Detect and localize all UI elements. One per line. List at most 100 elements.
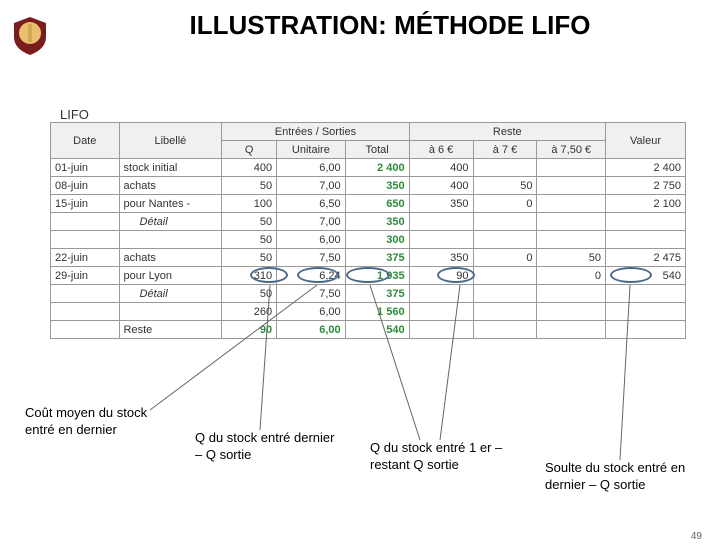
cell: [409, 231, 473, 249]
header-row-1: Date Libellé Entrées / Sorties Reste Val…: [51, 123, 686, 141]
cell: 2 750: [606, 177, 686, 195]
subtitle: LIFO: [60, 107, 89, 122]
cell: 400: [409, 177, 473, 195]
cell: 310: [222, 267, 277, 285]
cell: [473, 213, 537, 231]
cell: 0: [537, 267, 606, 285]
logo: [10, 15, 50, 55]
cell: 100: [222, 195, 277, 213]
table-row: 22-juinachats507,503753500502 475: [51, 249, 686, 267]
cell: Détail: [119, 285, 222, 303]
cell: 2 100: [606, 195, 686, 213]
cell: 7,50: [277, 249, 346, 267]
anno-cout: Coût moyen du stock entré en dernier: [25, 405, 155, 439]
cell: 540: [345, 321, 409, 339]
cell: [473, 285, 537, 303]
cell: 01-juin: [51, 159, 120, 177]
cell: 50: [222, 213, 277, 231]
cell: 400: [409, 159, 473, 177]
lifo-table: Date Libellé Entrées / Sorties Reste Val…: [50, 122, 686, 339]
cell: 2 400: [606, 159, 686, 177]
cell: 300: [345, 231, 409, 249]
cell: 540: [606, 267, 686, 285]
cell: achats: [119, 177, 222, 195]
th-a7: à 7 €: [473, 141, 537, 159]
cell: 50: [537, 249, 606, 267]
cell: 08-juin: [51, 177, 120, 195]
cell: 2 475: [606, 249, 686, 267]
th-a6: à 6 €: [409, 141, 473, 159]
cell: 90: [409, 267, 473, 285]
cell: 350: [345, 177, 409, 195]
cell: 50: [222, 249, 277, 267]
cell: [537, 285, 606, 303]
cell: [51, 285, 120, 303]
cell: [119, 231, 222, 249]
cell: [473, 303, 537, 321]
cell: 0: [473, 249, 537, 267]
cell: 350: [345, 213, 409, 231]
cell: 50: [222, 285, 277, 303]
cell: 350: [409, 249, 473, 267]
cell: 350: [409, 195, 473, 213]
cell: 6,24: [277, 267, 346, 285]
cell: [409, 213, 473, 231]
table-row: 01-juinstock initial4006,002 4004002 400: [51, 159, 686, 177]
cell: [51, 231, 120, 249]
cell: 6,00: [277, 159, 346, 177]
cell: [606, 285, 686, 303]
cell: 400: [222, 159, 277, 177]
cell: [606, 213, 686, 231]
cell: 2 400: [345, 159, 409, 177]
cell: [537, 195, 606, 213]
cell: 260: [222, 303, 277, 321]
cell: stock initial: [119, 159, 222, 177]
cell: [119, 303, 222, 321]
cell: 6,50: [277, 195, 346, 213]
th-date: Date: [51, 123, 120, 159]
cell: achats: [119, 249, 222, 267]
cell: [409, 303, 473, 321]
th-libelle: Libellé: [119, 123, 222, 159]
cell: 6,00: [277, 303, 346, 321]
cell: 0: [473, 195, 537, 213]
cell: [606, 303, 686, 321]
cell: 1 560: [345, 303, 409, 321]
cell: 50: [473, 177, 537, 195]
table-row: Détail507,50375: [51, 285, 686, 303]
cell: [537, 321, 606, 339]
cell: 7,50: [277, 285, 346, 303]
cell: Détail: [119, 213, 222, 231]
th-a75: à 7,50 €: [537, 141, 606, 159]
cell: [537, 231, 606, 249]
cell: 7,00: [277, 177, 346, 195]
cell: [473, 267, 537, 285]
cell: [537, 177, 606, 195]
cell: pour Lyon: [119, 267, 222, 285]
cell: [473, 231, 537, 249]
cell: [51, 321, 120, 339]
cell: [537, 159, 606, 177]
table-row: 15-juinpour Nantes -1006,5065035002 100: [51, 195, 686, 213]
table-row: 29-juinpour Lyon3106,241 935900540: [51, 267, 686, 285]
anno-soulte: Soulte du stock entré en dernier – Q sor…: [545, 460, 705, 494]
th-total: Total: [345, 141, 409, 159]
cell: [473, 321, 537, 339]
cell: [537, 213, 606, 231]
th-unitaire: Unitaire: [277, 141, 346, 159]
cell: 7,00: [277, 213, 346, 231]
table-row: Détail507,00350: [51, 213, 686, 231]
cell: [51, 213, 120, 231]
cell: Reste: [119, 321, 222, 339]
table-row: Reste906,00540: [51, 321, 686, 339]
table-row: 2606,001 560: [51, 303, 686, 321]
cell: 29-juin: [51, 267, 120, 285]
cell: 22-juin: [51, 249, 120, 267]
anno-q-premier: Q du stock entré 1 er – restant Q sortie: [370, 440, 520, 474]
cell: 90: [222, 321, 277, 339]
cell: [409, 285, 473, 303]
cell: 15-juin: [51, 195, 120, 213]
cell: [473, 159, 537, 177]
th-entrees: Entrées / Sorties: [222, 123, 409, 141]
cell: 6,00: [277, 231, 346, 249]
